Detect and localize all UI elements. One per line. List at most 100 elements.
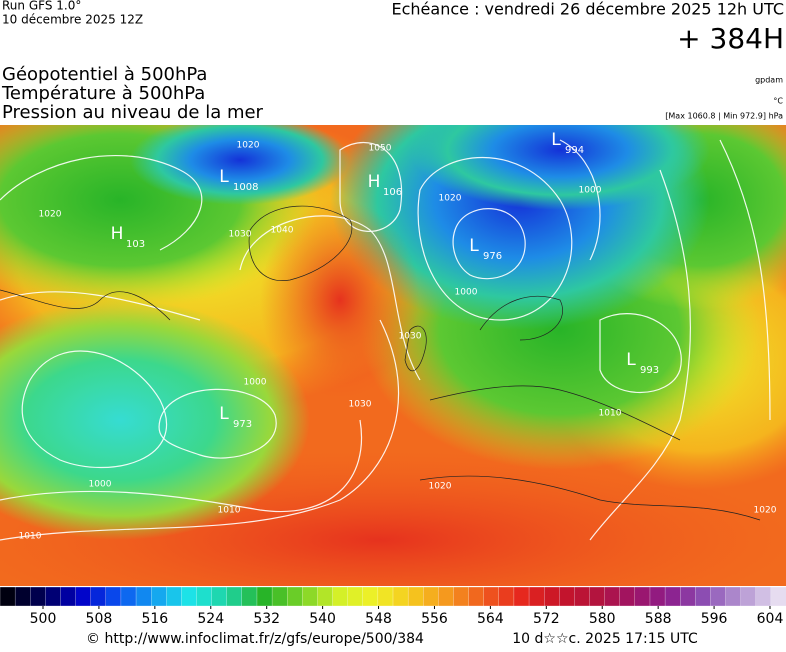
colorbar-label: 580 [589, 611, 616, 627]
isobar-label: 1050 [369, 144, 392, 154]
center-letter: L [219, 167, 229, 187]
colorbar-swatch [347, 586, 364, 607]
center-letter: L [219, 404, 229, 424]
colorbar-swatch [483, 586, 500, 607]
colorbar-swatch [513, 586, 530, 607]
colorbar-swatch [30, 586, 46, 607]
title-temperature: Température à 500hPa [1, 83, 205, 104]
run-label: Run GFS 1.0° [2, 0, 81, 13]
colorbar-swatch [105, 586, 122, 607]
center-value: 993 [640, 365, 659, 376]
isobar-label: 1020 [754, 506, 777, 516]
colorbar-swatch [589, 586, 606, 607]
colorbar-swatch [574, 586, 591, 607]
colorbar-swatch [468, 586, 485, 607]
isobar-label: 1030 [229, 230, 252, 240]
isobar-label: 1030 [399, 332, 422, 342]
colorbar-swatch [151, 586, 167, 607]
colorbar-swatch [377, 586, 394, 607]
colorbar-swatch [90, 586, 107, 607]
colorbar-swatch [559, 586, 576, 607]
colorbar-label: 508 [86, 611, 113, 627]
colorbar-label: 572 [533, 611, 560, 627]
colorbar-swatch [695, 586, 712, 607]
center-letter: L [469, 236, 479, 256]
colorbar-label: 540 [309, 611, 336, 627]
center-letter: L [626, 350, 636, 370]
colorbar-swatch [680, 586, 696, 607]
isobar-label: 1020 [237, 141, 260, 151]
isobar-label: 1020 [39, 210, 62, 220]
isobar-label: 1000 [244, 378, 267, 388]
colorbar-swatch [211, 586, 228, 607]
colorbar-swatch [710, 586, 727, 607]
colorbar-swatch [740, 586, 757, 607]
colorbar-swatch [528, 586, 545, 607]
colorbar-label: 588 [645, 611, 672, 627]
isobar-label: 1030 [349, 400, 372, 410]
colorbar-swatch [332, 586, 349, 607]
colorbar-swatch [120, 586, 137, 607]
colorbar-swatch [453, 586, 470, 607]
colorbar-swatch [241, 586, 258, 607]
colorbar-label: 516 [141, 611, 168, 627]
forecast-valid-time: Echéance : vendredi 26 décembre 2025 12h… [392, 0, 785, 19]
isobar-label: 1020 [439, 194, 462, 204]
colorbar-swatch [664, 586, 681, 607]
colorbar-swatch [438, 586, 455, 607]
center-letter: H [368, 172, 381, 192]
unit-temperature: °C [773, 97, 783, 106]
colorbar-swatch [407, 586, 424, 607]
colorbar-swatch [226, 586, 243, 607]
colorbar-swatch [649, 586, 666, 607]
center-value: 994 [565, 145, 584, 156]
colorbar-label: 532 [253, 611, 280, 627]
isobar-label: 1000 [89, 480, 112, 490]
isobar-label: 1010 [599, 409, 622, 419]
colorbar-swatch [181, 586, 198, 607]
colorbar-swatch [755, 586, 772, 607]
isobar-label: 1040 [271, 226, 294, 236]
map [0, 125, 786, 586]
colorbar-swatch [135, 586, 152, 607]
colorbar-swatch [317, 586, 334, 607]
title-pressure: Pression au niveau de la mer [2, 102, 264, 123]
colorbar-swatch [0, 586, 16, 607]
colorbar-swatch [287, 586, 303, 607]
colorbar-label: 524 [197, 611, 224, 627]
colorbar-label: 548 [365, 611, 392, 627]
colorbar-label: 604 [757, 611, 784, 627]
isobar-label: 1000 [455, 288, 478, 298]
colorbar-swatch [302, 586, 319, 607]
colorbar-swatch [166, 586, 183, 607]
colorbar-swatch [60, 586, 77, 607]
unit-geopotential: gpdam [755, 76, 783, 85]
colorbar-swatch [725, 586, 742, 607]
center-value: 976 [483, 251, 502, 262]
center-letter: H [111, 224, 124, 244]
colorbar-swatch [196, 586, 213, 607]
colorbar-swatch [604, 586, 621, 607]
colorbar-swatch [362, 586, 379, 607]
isobar-label: 1010 [19, 532, 42, 542]
colorbar-swatch [256, 586, 273, 607]
run-date: 10 décembre 2025 12Z [2, 13, 143, 27]
title-geopotential: Géopotentiel à 500hPa [2, 64, 207, 85]
colorbar-label: 556 [421, 611, 448, 627]
colorbar-swatch [544, 586, 560, 607]
colorbar-swatch [423, 586, 439, 607]
isobar-label: 1020 [429, 482, 452, 492]
colorbar-swatch [770, 586, 786, 607]
center-value: 106 [383, 187, 402, 198]
colorbar-label: 564 [477, 611, 504, 627]
center-value: 973 [233, 419, 252, 430]
center-letter: L [551, 130, 561, 150]
colorbar-swatch [498, 586, 515, 607]
colorbar-swatch [619, 586, 636, 607]
colorbar-swatch [271, 586, 288, 607]
colorbar-label: 596 [701, 611, 728, 627]
unit-pressure: [Max 1060.8 | Min 972.9] hPa [665, 112, 783, 121]
colorbar-swatch [634, 586, 651, 607]
source-url: © http://www.infoclimat.fr/z/gfs/europe/… [86, 631, 424, 647]
